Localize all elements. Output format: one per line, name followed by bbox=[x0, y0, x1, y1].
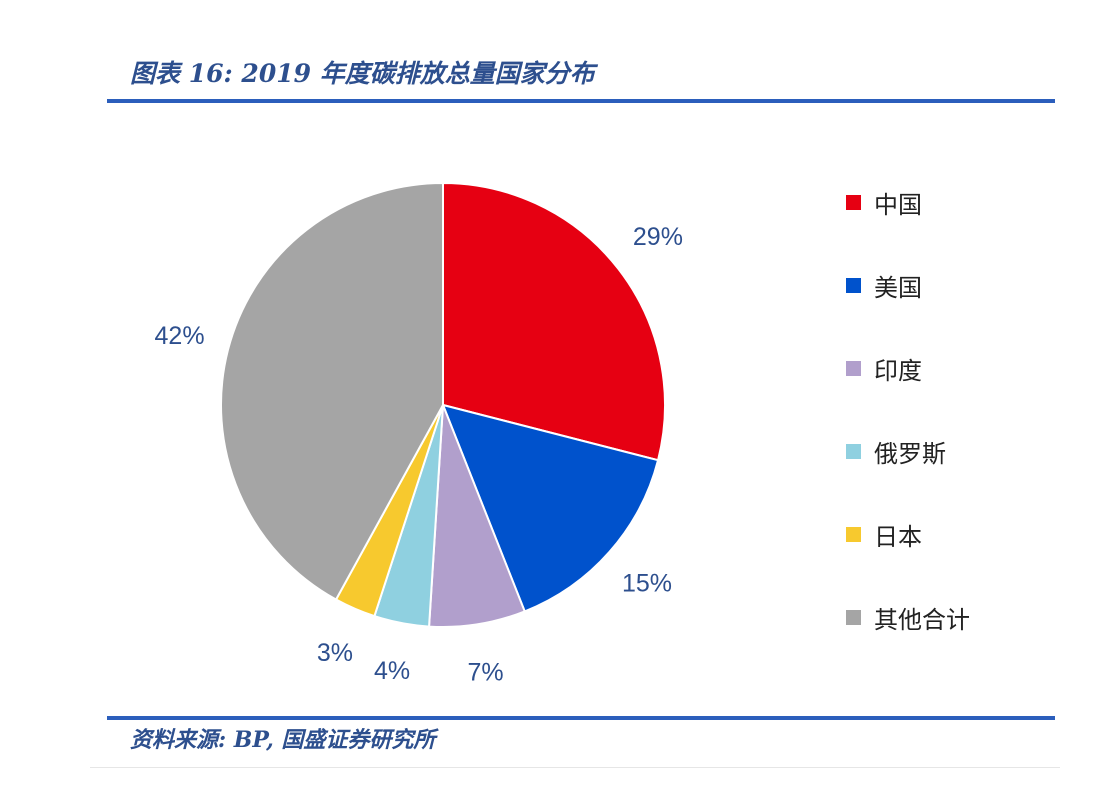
legend-label: 其他合计 bbox=[874, 606, 970, 634]
legend-item-4: 俄罗斯 bbox=[846, 434, 946, 469]
chart-title: 图表 16: 2019 年度碳排放总量国家分布 bbox=[130, 59, 595, 88]
legend-swatch bbox=[846, 195, 861, 210]
footer-divider bbox=[107, 716, 1055, 720]
data-label-2: 15% bbox=[622, 569, 672, 597]
legend-label: 俄罗斯 bbox=[874, 440, 946, 468]
source-note: 资料来源: BP, 国盛证券研究所 bbox=[130, 727, 436, 753]
legend-swatch bbox=[846, 361, 861, 376]
legend-swatch bbox=[846, 444, 861, 459]
pie-slice-1 bbox=[442, 181, 666, 462]
legend-item-6: 其他合计 bbox=[846, 600, 970, 635]
data-label-4: 4% bbox=[374, 657, 410, 685]
legend-item-2: 美国 bbox=[846, 268, 922, 303]
legend-swatch bbox=[846, 610, 861, 625]
legend-label: 中国 bbox=[874, 191, 922, 219]
data-label-1: 29% bbox=[633, 223, 683, 251]
data-label-5: 3% bbox=[317, 639, 353, 667]
legend-item-5: 日本 bbox=[846, 517, 922, 552]
pie-slice-6 bbox=[220, 181, 444, 601]
legend-label: 印度 bbox=[874, 357, 922, 385]
data-label-6: 42% bbox=[155, 322, 205, 350]
legend-item-3: 印度 bbox=[846, 351, 922, 386]
header-divider bbox=[107, 99, 1055, 103]
legend-item-1: 中国 bbox=[846, 185, 922, 220]
legend-label: 日本 bbox=[874, 523, 922, 551]
legend-swatch bbox=[846, 527, 861, 542]
bottom-border bbox=[90, 767, 1060, 768]
legend-swatch bbox=[846, 278, 861, 293]
legend-label: 美国 bbox=[874, 274, 922, 302]
data-label-3: 7% bbox=[467, 658, 503, 686]
pie-slice-2 bbox=[441, 403, 660, 613]
